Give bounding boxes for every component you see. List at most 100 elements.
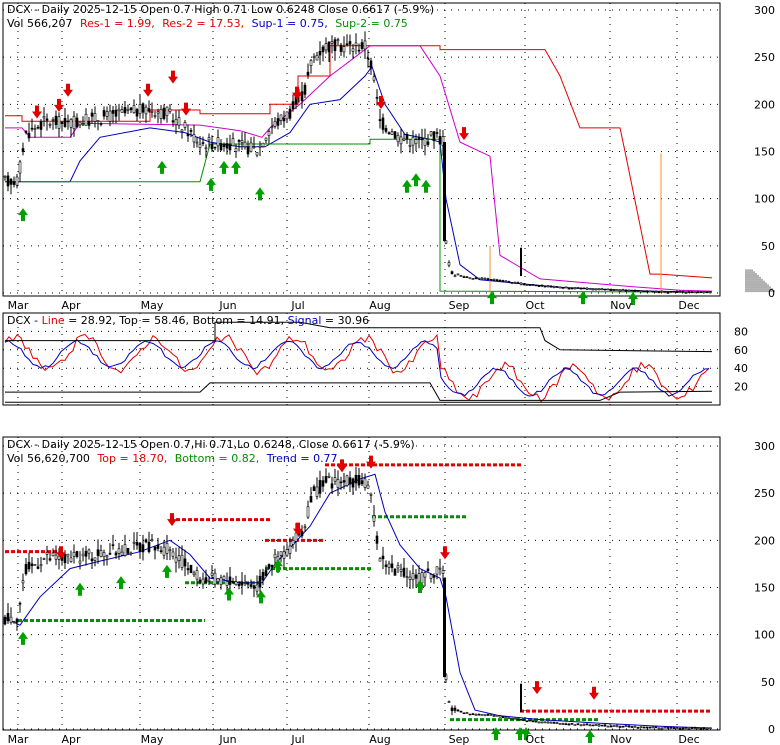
p1-candle-body [429, 131, 433, 136]
p1-candle-body [660, 290, 664, 293]
p3-candle-body [624, 725, 628, 728]
panel-3-title: DCX - Daily 2025-12-15 Open 0.7,Hi 0.71,… [7, 438, 415, 451]
y-tick-label: 20 [734, 381, 748, 394]
p3-candle-body [441, 570, 445, 574]
p1-candle-body [168, 108, 172, 112]
p1-candle-body [24, 130, 28, 133]
p3-candle-body [63, 554, 67, 564]
p3-candle-body [543, 721, 547, 724]
sell-arrow [32, 105, 42, 119]
p3-candle-body [615, 725, 619, 727]
p1-candle-body [501, 280, 505, 282]
panel-3-bottom: Bottom = 0.82, [175, 452, 260, 465]
p3-candle-body [525, 720, 529, 723]
p3-candle-body [696, 727, 700, 730]
p3-candle-body [273, 553, 277, 559]
buy-arrow [206, 177, 216, 191]
p3-candle-body [576, 723, 580, 725]
p3-candle-body [168, 549, 172, 552]
p1-candle-body [153, 115, 157, 117]
p1-candle-body [90, 112, 94, 117]
p3-candle-body [285, 549, 289, 556]
p1-candle-body [633, 290, 637, 292]
p1-candle-body [480, 277, 484, 280]
p3-candle-body [579, 724, 583, 727]
p3-candle-body [252, 585, 256, 589]
panel-3-top: Top = 18.70, [96, 452, 167, 465]
p1-candle-body [366, 57, 370, 60]
p3-candle-body [681, 727, 685, 730]
p1-candle-body [453, 275, 457, 278]
p1-candle-body [396, 134, 400, 143]
p3-candle-body [270, 564, 274, 567]
p3-candle-body [549, 721, 553, 724]
p3-candle-body [333, 477, 337, 482]
p1-candle-body [150, 111, 154, 113]
p3-candle-body [210, 572, 214, 576]
p1-candle-body [435, 132, 439, 134]
x-tick-label: Oct [525, 733, 545, 745]
panel-2-t6: = 14.91, [233, 314, 288, 327]
p3-candle-body [72, 551, 76, 557]
p3-candle-body [228, 576, 232, 585]
p1-candle-body [474, 277, 478, 280]
p3-candle-body [318, 480, 322, 494]
p1-candle-body [636, 290, 640, 292]
p3-candle-body [690, 727, 694, 729]
p3-candle-body [195, 570, 199, 580]
p3-candle-body [15, 618, 19, 623]
p3-candle-body [642, 726, 646, 729]
p1-candle-body [327, 41, 331, 53]
p1-candle-body [573, 287, 577, 290]
x-tick-label: Nov [610, 299, 632, 312]
p1-candle-body [534, 284, 538, 287]
p3-candle-body [540, 721, 544, 724]
sell-arrow [167, 513, 177, 527]
p1-candle-body [309, 60, 313, 66]
p3-candle-body [495, 714, 499, 717]
panel-3-legend: Vol 56,620,700 Top = 18.70, Bottom = 0.8… [7, 452, 338, 465]
p1-candle-drop-candle [443, 142, 446, 242]
p1-candle-body [630, 290, 634, 292]
p1-candle-body [402, 138, 406, 141]
p1-candle-body [420, 138, 424, 141]
buy-arrow [628, 292, 638, 306]
p3-candle-body [231, 581, 235, 584]
buy-arrow [402, 179, 412, 193]
p3-candle-body [213, 572, 217, 585]
buy-arrow [18, 631, 28, 645]
panel-3-trend: Trend = 0.77 [266, 452, 338, 465]
y-tick-label: 100 [754, 193, 775, 206]
p1-candle-body [39, 121, 43, 130]
x-tick-label: Apr [61, 733, 81, 745]
p3-candle-body [330, 483, 334, 489]
p3-candle-body [33, 564, 37, 566]
p3-candle-body [531, 720, 535, 723]
p1-candle-body [267, 131, 271, 136]
sell-arrow [337, 459, 347, 473]
p1-candle-body [48, 123, 52, 126]
y-tick-label: 150 [754, 146, 775, 159]
panel-2-t2: = 28.92, [65, 314, 120, 327]
p3-candle-body [192, 572, 196, 576]
p3-candle-body [348, 477, 352, 485]
p3-candle-body [51, 552, 55, 557]
p3-candle-drop-candle [443, 578, 446, 678]
p1-candle-body [87, 121, 91, 126]
p1-candle-body [528, 284, 532, 286]
p1-candle-body [117, 108, 121, 112]
p1-candle-body [303, 84, 307, 95]
p1-candle-body [18, 161, 22, 174]
p1-candle-body [627, 289, 631, 292]
volume-profile-bar [745, 282, 767, 285]
p1-candle-body [561, 287, 565, 290]
p1-candle-body [456, 273, 460, 276]
p1-candle-body [705, 291, 709, 294]
p1-candle-body [135, 109, 139, 117]
p3-candle-body [120, 551, 124, 556]
p3-candle-body [447, 701, 451, 703]
x-tick-label: Aug [369, 299, 390, 312]
p1-candle-body [240, 140, 244, 143]
p3-candle-body [408, 576, 412, 580]
